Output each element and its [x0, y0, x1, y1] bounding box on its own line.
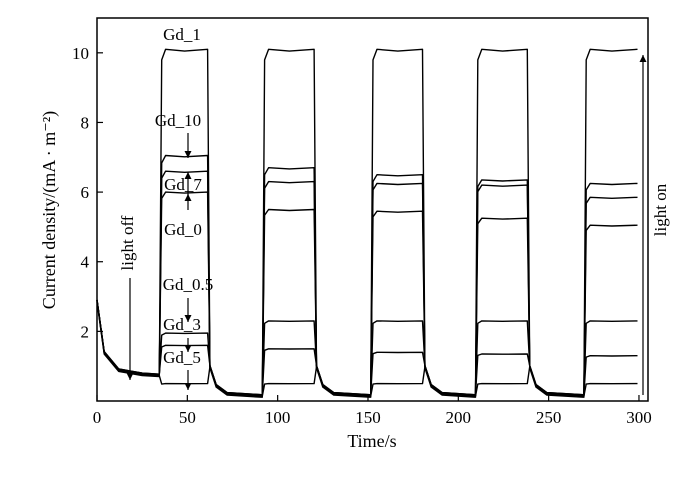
y-tick-label: 8	[81, 113, 90, 132]
series-labels: Gd_1 Gd_10 Gd_7 Gd_0 Gd_0.5 Gd_3 Gd_5	[126, 25, 647, 395]
x-axis-title: Time/s	[347, 431, 396, 451]
light-on-label: light on	[651, 183, 670, 236]
x-tick-label: 250	[536, 408, 562, 427]
y-tick-label: 2	[81, 322, 90, 341]
ticks: 0 50 100 150 200 250 300 2 4 6 8 10	[72, 44, 652, 427]
series-label: Gd_7	[164, 175, 202, 194]
arrowhead-icon	[639, 55, 647, 62]
arrowhead-icon	[184, 151, 192, 158]
y-tick-label: 10	[72, 44, 89, 63]
y-tick-label: 6	[81, 183, 90, 202]
series-label: Gd_10	[155, 111, 201, 130]
series-label: Gd_0	[164, 220, 202, 239]
x-tick-label: 100	[265, 408, 291, 427]
x-tick-label: 150	[355, 408, 381, 427]
series-label: Gd_0.5	[163, 275, 214, 294]
series-label: Gd_1	[163, 25, 201, 44]
arrowhead-icon	[184, 315, 192, 322]
y-tick-label: 4	[81, 253, 90, 272]
arrowhead-icon	[184, 345, 192, 352]
x-tick-label: 200	[446, 408, 472, 427]
series-label: Gd_5	[163, 348, 201, 367]
series-line-gd-5	[96, 300, 638, 397]
x-tick-label: 300	[626, 408, 652, 427]
y-axis-title: Current density/(mA · m⁻²)	[39, 111, 60, 309]
arrowhead-icon	[184, 194, 192, 201]
series-label: Gd_3	[163, 315, 201, 334]
arrowhead-icon	[184, 172, 192, 179]
x-tick-label: 50	[179, 408, 196, 427]
arrowhead-icon	[126, 373, 134, 380]
x-tick-label: 0	[93, 408, 102, 427]
arrowhead-icon	[184, 383, 192, 390]
plot-frame	[96, 17, 649, 402]
light-off-label: light off	[118, 215, 137, 270]
series-lines	[96, 48, 638, 398]
